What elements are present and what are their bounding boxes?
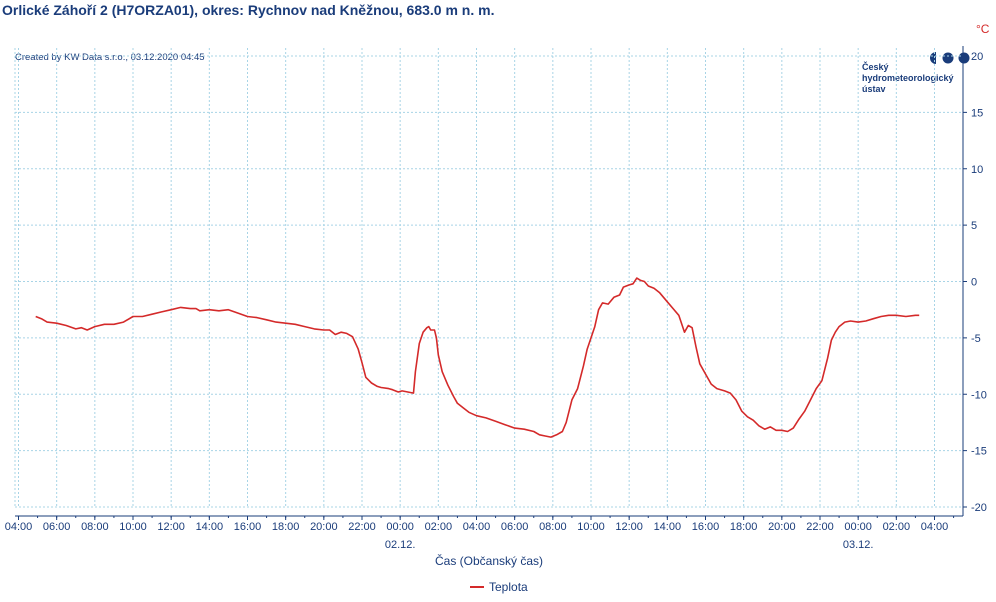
created-by-note: Created by KW Data s.r.o., 03.12.2020 04… bbox=[15, 52, 205, 63]
x-tick-label: 00:00 bbox=[844, 521, 872, 533]
logo-line-2: hydrometeorologický bbox=[862, 73, 954, 83]
x-tick-label: 08:00 bbox=[81, 521, 109, 533]
x-tick-label: 14:00 bbox=[196, 521, 224, 533]
legend-label: Teplota bbox=[489, 580, 528, 594]
x-tick-label: 20:00 bbox=[310, 521, 338, 533]
x-date-label: 03.12. bbox=[843, 539, 874, 551]
x-tick-label: 04:00 bbox=[921, 521, 949, 533]
chmi-logo: Český hydrometeorologický ústav bbox=[862, 52, 972, 96]
x-tick-label: 18:00 bbox=[272, 521, 300, 533]
y-tick-label: 10 bbox=[971, 164, 983, 176]
y-tick-label: 20 bbox=[971, 51, 983, 63]
x-tick-label: 22:00 bbox=[806, 521, 834, 533]
x-date-label: 02.12. bbox=[385, 539, 416, 551]
y-tick-label: 5 bbox=[971, 220, 977, 232]
grid-layer bbox=[14, 48, 963, 508]
y-tick-label: -10 bbox=[971, 389, 987, 401]
x-axis-title: Čas (Občanský čas) bbox=[435, 553, 543, 568]
x-tick-label: 16:00 bbox=[692, 521, 720, 533]
y-tick-label: 0 bbox=[971, 277, 977, 289]
legend: Teplota bbox=[470, 580, 528, 594]
axis-layer: 20 15 10 5 0 -5 -10 -15 -20 °C 04:00 06:00 08:00 10:0… bbox=[5, 22, 990, 568]
x-tick-label: 04:00 bbox=[5, 521, 33, 533]
x-tick-label: 06:00 bbox=[501, 521, 529, 533]
series-layer bbox=[35, 277, 920, 438]
y-tick-label: -20 bbox=[971, 502, 987, 514]
x-tick-label: 16:00 bbox=[234, 521, 262, 533]
x-tick-label: 04:00 bbox=[463, 521, 491, 533]
chart-title: Orlické Záhoří 2 (H7ORZA01), okres: Rych… bbox=[2, 2, 495, 18]
legend-swatch bbox=[470, 586, 484, 588]
x-tick-label: 22:00 bbox=[348, 521, 376, 533]
y-unit-label: °C bbox=[976, 22, 990, 36]
y-tick-label: -15 bbox=[971, 446, 987, 458]
x-tick-label: 02:00 bbox=[883, 521, 911, 533]
chmi-logo-text: Český hydrometeorologický ústav bbox=[862, 62, 954, 95]
x-tick-label: 06:00 bbox=[43, 521, 71, 533]
x-tick-label: 02:00 bbox=[425, 521, 453, 533]
x-tick-label: 12:00 bbox=[615, 521, 643, 533]
x-tick-label: 20:00 bbox=[768, 521, 796, 533]
x-tick-label: 00:00 bbox=[386, 521, 414, 533]
x-tick-label: 08:00 bbox=[539, 521, 567, 533]
logo-line-1: Český bbox=[862, 62, 889, 72]
x-tick-label: 12:00 bbox=[157, 521, 185, 533]
logo-line-3: ústav bbox=[862, 84, 886, 94]
y-tick-label: -5 bbox=[971, 333, 981, 345]
x-tick-label: 18:00 bbox=[730, 521, 758, 533]
x-tick-label: 14:00 bbox=[654, 521, 682, 533]
chmi-logo-icon bbox=[930, 52, 970, 64]
x-tick-label: 10:00 bbox=[577, 521, 605, 533]
series-line-teplota bbox=[35, 277, 920, 438]
x-tick-label: 10:00 bbox=[119, 521, 147, 533]
y-tick-label: 15 bbox=[971, 107, 983, 119]
